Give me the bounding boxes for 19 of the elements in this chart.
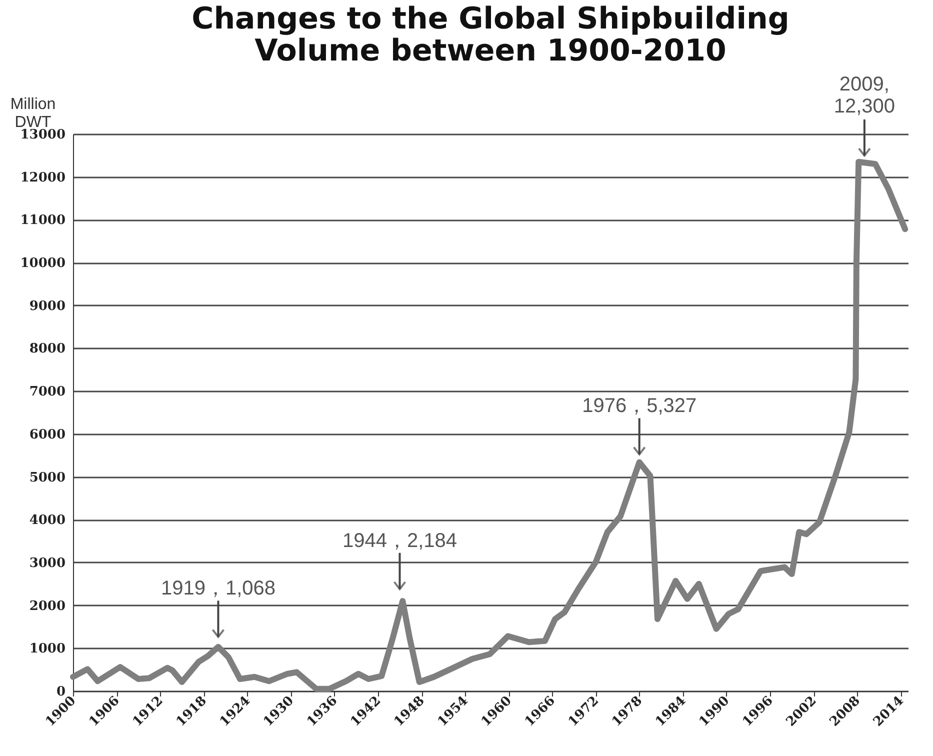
y-tick-label: 9000 — [29, 298, 66, 314]
y-tick-label: 12000 — [20, 170, 66, 186]
y-tick-label: 11000 — [20, 213, 66, 228]
y-tick-label: 3000 — [29, 556, 66, 571]
y-tick-label: 6000 — [29, 427, 66, 442]
y-tick-label: 7000 — [29, 384, 66, 400]
y-tick-label: 13000 — [20, 128, 66, 142]
annotation: 1919，1,068 — [160, 578, 276, 600]
chart-title: Changes to the Global Shipbuilding Volume between 1900-2010 — [192, 1, 790, 68]
y-tick-label: 0 — [56, 684, 66, 700]
y-tick-label: 5000 — [29, 470, 66, 486]
y-tick-label: 8000 — [29, 342, 66, 357]
y-tick-label: 10000 — [20, 256, 66, 272]
annotation: 1976，5,327 — [582, 395, 697, 418]
y-tick-label: 1000 — [29, 642, 66, 657]
y-tick-label: 4000 — [29, 513, 66, 528]
annotation: 2009, 12,300 — [834, 73, 896, 118]
y-tick-label: 2000 — [29, 598, 66, 614]
annotation: 1944，2,184 — [342, 530, 458, 552]
